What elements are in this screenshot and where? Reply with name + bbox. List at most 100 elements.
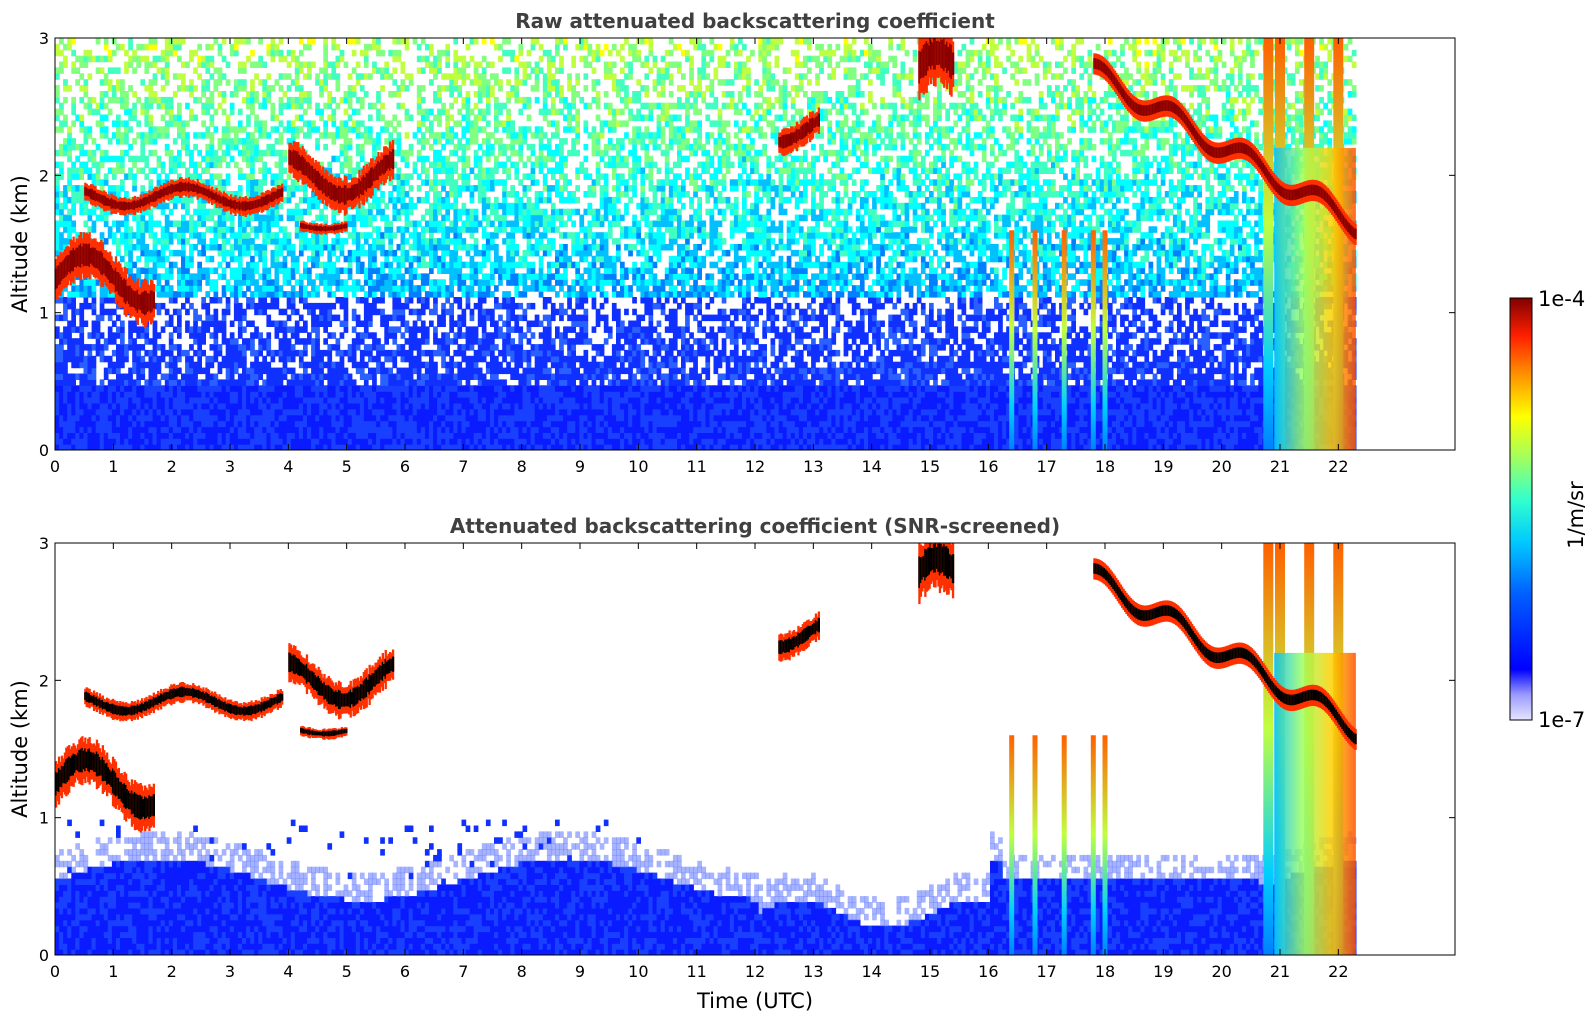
heatmap-cell — [237, 308, 243, 316]
heatmap-cell — [481, 255, 487, 263]
heatmap-cell — [87, 302, 93, 310]
heatmap-cell — [485, 338, 491, 345]
heatmap-cell — [87, 55, 93, 63]
heatmap-cell — [416, 249, 422, 257]
heatmap-cell — [368, 373, 373, 380]
heatmap-cell — [197, 249, 202, 257]
heatmap-cell — [481, 185, 487, 192]
heatmap-cell — [128, 38, 133, 45]
heatmap-cell — [266, 226, 272, 233]
heatmap-cell — [424, 114, 430, 121]
heatmap-cell — [71, 385, 76, 392]
heatmap-cell — [160, 391, 166, 398]
heatmap-cell — [71, 108, 76, 116]
heatmap-cell — [400, 232, 406, 239]
heatmap-cell — [477, 414, 483, 422]
heatmap-cell — [477, 302, 483, 310]
heatmap-cell — [111, 49, 117, 57]
heatmap-cell — [120, 167, 125, 174]
heatmap-cell — [262, 379, 267, 386]
heatmap-cell — [221, 244, 227, 251]
heatmap-cell — [477, 320, 483, 327]
heatmap-cell — [254, 308, 259, 316]
heatmap-cell — [258, 373, 263, 380]
heatmap-cell — [335, 43, 341, 51]
heatmap-cell — [384, 220, 389, 227]
heatmap-cell — [347, 161, 353, 169]
heatmap-cell — [274, 426, 280, 433]
heatmap-cell — [473, 273, 479, 280]
heatmap-cell — [351, 361, 357, 369]
heatmap-cell — [87, 96, 93, 104]
heatmap-cell — [237, 261, 243, 269]
heatmap-cell — [429, 391, 434, 398]
heatmap-cell — [485, 420, 491, 428]
heatmap-cell — [388, 326, 393, 333]
heatmap-cell — [221, 91, 227, 98]
heatmap-cell — [107, 414, 113, 422]
heatmap-cell — [250, 361, 255, 369]
heatmap-cell — [278, 261, 284, 269]
heatmap-cell — [461, 426, 467, 433]
heatmap-cell — [453, 402, 459, 410]
heatmap-cell — [140, 397, 146, 404]
heatmap-cell — [193, 67, 198, 74]
heatmap-cell — [185, 285, 190, 292]
heatmap-cell — [449, 273, 454, 280]
heatmap-cell — [380, 85, 385, 92]
heatmap-cell — [55, 43, 60, 51]
heatmap-cell — [213, 314, 219, 322]
heatmap-cell — [148, 214, 154, 222]
heatmap-cell — [144, 332, 150, 339]
heatmap-cell — [335, 408, 341, 416]
heatmap-cell — [116, 402, 121, 410]
heatmap-cell — [164, 73, 170, 80]
heatmap-cell — [339, 332, 345, 339]
heatmap-cell — [420, 391, 426, 398]
heatmap-cell — [71, 361, 76, 369]
heatmap-cell — [177, 196, 182, 204]
heatmap-cell — [144, 414, 150, 422]
heatmap-cell — [392, 249, 398, 257]
heatmap-cell — [363, 55, 369, 63]
heatmap-cell — [303, 414, 308, 422]
heatmap-cell — [201, 438, 206, 445]
heatmap-cell — [67, 379, 72, 386]
heatmap-cell — [152, 55, 158, 63]
heatmap-cell — [148, 355, 154, 363]
heatmap-cell — [441, 314, 446, 322]
heatmap-cell — [343, 349, 349, 357]
heatmap-cell — [103, 173, 109, 180]
heatmap-cell — [449, 438, 454, 445]
heatmap-cell — [205, 326, 211, 333]
heatmap-cell — [193, 208, 198, 216]
heatmap-cell — [433, 255, 438, 263]
heatmap-cell — [124, 61, 129, 68]
heatmap-cell — [457, 120, 463, 127]
heatmap-cell — [449, 238, 454, 245]
heatmap-cell — [67, 155, 72, 163]
heatmap-cell — [396, 414, 402, 422]
heatmap-cell — [250, 420, 255, 428]
heatmap-cell — [55, 238, 60, 245]
heatmap-cell — [197, 173, 202, 180]
heatmap-cell — [103, 114, 109, 121]
heatmap-cell — [67, 438, 72, 445]
heatmap-cell — [424, 291, 430, 298]
heatmap-cell — [99, 385, 105, 392]
heatmap-cell — [156, 202, 162, 210]
heatmap-cell — [457, 214, 463, 222]
heatmap-cell — [221, 155, 227, 163]
heatmap-cell — [298, 438, 304, 445]
heatmap-cell — [355, 432, 361, 439]
heatmap-cell — [258, 308, 263, 316]
heatmap-cell — [71, 326, 76, 333]
heatmap-cell — [120, 43, 125, 51]
heatmap-cell — [481, 438, 487, 445]
heatmap-cell — [290, 349, 296, 357]
heatmap-cell — [111, 444, 117, 450]
heatmap-cell — [136, 426, 141, 433]
heatmap-cell — [250, 185, 255, 192]
heatmap-cell — [363, 326, 369, 333]
heatmap-cell — [233, 302, 239, 310]
